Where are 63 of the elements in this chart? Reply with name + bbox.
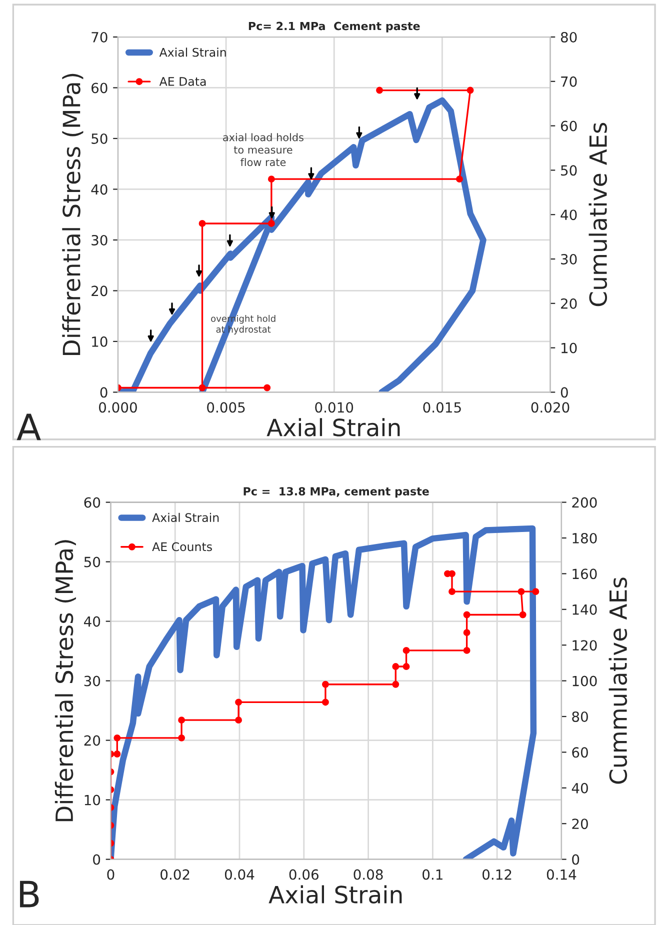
y2-tick-label: 100 xyxy=(572,676,597,686)
y2-tick-label: 20 xyxy=(572,818,588,830)
y2-tick-label: 40 xyxy=(560,210,577,220)
x-tick-label: 0.06 xyxy=(289,869,318,880)
y2-tick-label: 40 xyxy=(572,782,588,794)
y-tick-label: 10 xyxy=(92,336,108,347)
y-axis-title: Differential Stress (MPa) xyxy=(62,74,84,355)
x-tick-label: 0.010 xyxy=(315,402,354,413)
y-tick-label: 40 xyxy=(91,184,108,195)
y2-tick-label: 80 xyxy=(572,711,588,722)
x-axis-title: Axial Strain xyxy=(266,418,400,436)
y-tick-label: 10 xyxy=(84,794,100,806)
y-tick-label: 30 xyxy=(84,676,100,686)
y2-tick-label: 50 xyxy=(561,165,577,176)
x-tick-label: 0.08 xyxy=(354,869,383,880)
y2-tick-label: 60 xyxy=(572,747,588,758)
y2-tick-label: 120 xyxy=(572,640,597,651)
legend-label: Axial Strain xyxy=(159,48,226,57)
x-tick-label: 0.02 xyxy=(160,869,190,880)
chart-title: Pc = 13.8 MPa, cement paste xyxy=(244,487,429,498)
y-tick-label: 20 xyxy=(92,286,108,296)
x-tick-label: 0.04 xyxy=(224,869,254,880)
text: B xyxy=(20,880,39,908)
chart-title: Pc= 2.1 MPa Cement paste xyxy=(248,22,420,32)
y2-axis-title: Cumulative AEs xyxy=(588,122,608,306)
y-tick-label: 60 xyxy=(92,82,108,94)
text: A xyxy=(16,414,41,440)
y-tick-label: 70 xyxy=(92,32,108,42)
y2-tick-label: 0 xyxy=(572,854,580,865)
x-axis-title: Axial Strain xyxy=(268,885,402,904)
legend-label: AE Data xyxy=(159,77,206,86)
legend-label: Axial Strain xyxy=(152,512,219,522)
x-tick-label: 0.005 xyxy=(207,402,245,413)
x-tick-label: 0.015 xyxy=(423,402,461,413)
y-tick-label: 30 xyxy=(92,234,108,246)
y-tick-label: 60 xyxy=(84,497,100,508)
y2-tick-label: 200 xyxy=(572,497,597,508)
y2-tick-label: 20 xyxy=(561,298,577,309)
x-tick-label: 0.000 xyxy=(98,402,137,413)
y2-tick-label: 70 xyxy=(561,76,577,87)
y2-tick-label: 60 xyxy=(560,120,577,132)
x-tick-label: 0.1 xyxy=(422,869,442,880)
x-tick-label: 0.14 xyxy=(546,869,576,880)
y2-tick-label: 140 xyxy=(572,604,597,615)
y-tick-label: 0 xyxy=(93,854,100,865)
x-tick-label: 0.020 xyxy=(531,402,570,413)
y2-tick-label: 30 xyxy=(561,254,577,264)
annotation: axial load holds to measure flow rate xyxy=(223,133,304,166)
y2-tick-label: 10 xyxy=(562,342,577,354)
y2-tick-label: 80 xyxy=(560,32,577,42)
y-axis-title: Differential Stress (MPa) xyxy=(54,540,76,822)
x-tick-label: 0 xyxy=(107,869,114,880)
y-tick-label: 0 xyxy=(100,387,108,398)
y-tick-label: 50 xyxy=(84,556,100,568)
y2-tick-label: 160 xyxy=(572,568,597,580)
y-tick-label: 20 xyxy=(84,735,100,746)
y2-tick-label: 0 xyxy=(560,387,568,398)
x-tick-label: 0.12 xyxy=(482,869,512,880)
y-tick-label: 40 xyxy=(84,616,100,627)
y2-axis-title: Cummulative AEs xyxy=(608,578,628,784)
y2-tick-label: 180 xyxy=(572,532,597,544)
legend-label: AE Counts xyxy=(152,542,212,552)
y-tick-label: 50 xyxy=(92,133,108,144)
